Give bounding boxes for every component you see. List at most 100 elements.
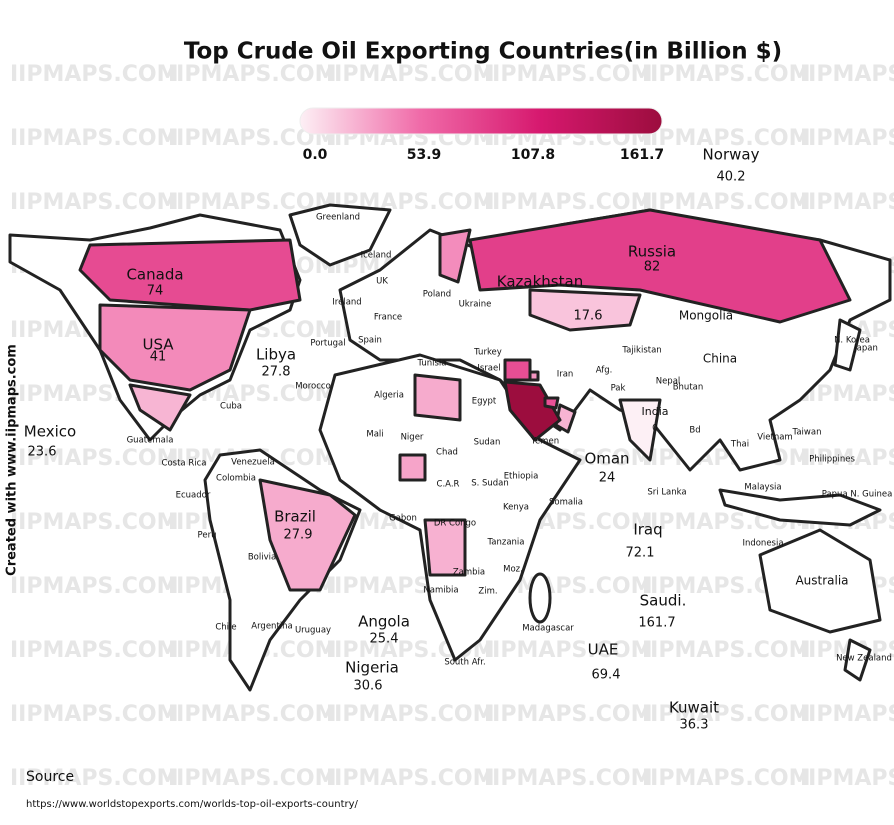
watermark: IIPMAPS.COM bbox=[326, 62, 494, 87]
japan bbox=[833, 318, 862, 372]
map-label: Morocco bbox=[295, 382, 331, 392]
map-label: Guatemala bbox=[127, 436, 174, 446]
map-label: Greenland bbox=[316, 213, 360, 223]
country-shape bbox=[503, 358, 532, 382]
new-zealand bbox=[843, 638, 872, 682]
map-label: Tanzania bbox=[486, 538, 524, 548]
country-value: 27.8 bbox=[262, 365, 291, 380]
map-label: Chad bbox=[436, 448, 458, 458]
country-value: 25.4 bbox=[370, 632, 399, 647]
country-name: UAE bbox=[588, 641, 619, 659]
watermark: IIPMAPS.COM bbox=[642, 126, 810, 151]
map-label: South Afr. bbox=[444, 658, 485, 668]
map-label: N. Korea bbox=[834, 336, 870, 346]
country-shape bbox=[398, 453, 427, 482]
country-shape bbox=[78, 238, 302, 312]
country-value: 23.6 bbox=[28, 445, 57, 460]
map-label: Philippines bbox=[809, 455, 855, 465]
watermark: IIPMAPS.COM bbox=[326, 766, 494, 791]
country-shape bbox=[618, 398, 662, 462]
watermark: IIPMAPS.COM bbox=[10, 638, 178, 663]
map-label: UK bbox=[376, 277, 388, 287]
credit: Created with www.iipmaps.com bbox=[5, 344, 20, 576]
country-name: Kazakhstan bbox=[497, 273, 583, 291]
map-label: Somalia bbox=[549, 498, 583, 508]
map-label: Kenya bbox=[503, 503, 529, 513]
greenland bbox=[288, 203, 392, 267]
country-shape bbox=[528, 288, 642, 332]
watermark: IIPMAPS.COM bbox=[10, 702, 178, 727]
country-value: 0 bbox=[652, 424, 658, 434]
country-shape bbox=[528, 370, 540, 382]
map-label: Tunisia bbox=[416, 359, 446, 369]
map-label: Israel bbox=[477, 364, 500, 374]
map-label: C.A.R bbox=[437, 480, 460, 490]
watermark: IIPMAPS.COM bbox=[642, 766, 810, 791]
country-shape bbox=[543, 396, 560, 410]
watermark: IIPMAPS.COM bbox=[800, 190, 894, 215]
source-url: https://www.worldstopexports.com/worlds-… bbox=[26, 799, 359, 810]
map-label: Thai bbox=[730, 440, 749, 450]
map-label: Ukraine bbox=[459, 300, 492, 310]
watermark: IIPMAPS.COM bbox=[642, 702, 810, 727]
country-value: 72.1 bbox=[626, 546, 655, 561]
country-name: Nigeria bbox=[345, 659, 399, 677]
country-name: Libya bbox=[256, 346, 296, 364]
country-shape bbox=[468, 208, 852, 324]
country-shape bbox=[98, 303, 252, 392]
country-value: 82 bbox=[644, 260, 661, 275]
map-label: Bd bbox=[689, 426, 700, 436]
indonesia bbox=[718, 488, 882, 527]
map-label: DR Congo bbox=[434, 519, 476, 529]
map-label: Ireland bbox=[332, 298, 361, 308]
map-label: Algeria bbox=[374, 391, 404, 401]
watermark: IIPMAPS.COM bbox=[800, 702, 894, 727]
map-label: Bolivia bbox=[248, 553, 276, 563]
map-label: Ethiopia bbox=[504, 472, 539, 482]
country-value: 161.7 bbox=[638, 616, 675, 631]
country-name: Russia bbox=[628, 243, 676, 261]
map-label: Pak bbox=[611, 384, 626, 394]
country-name: Canada bbox=[126, 266, 183, 284]
watermark: IIPMAPS.COM bbox=[800, 126, 894, 151]
map-label: Mongolia bbox=[679, 309, 733, 323]
legend-tick-label: 53.9 bbox=[407, 147, 442, 163]
madagascar bbox=[528, 572, 552, 624]
watermark: IIPMAPS.COM bbox=[484, 62, 652, 87]
country-name: Brazil bbox=[274, 508, 316, 526]
map-label: Gabon bbox=[389, 514, 417, 524]
watermark: IIPMAPS.COM bbox=[484, 638, 652, 663]
map-label: China bbox=[703, 352, 737, 366]
map-label: Iran bbox=[557, 370, 574, 380]
map-label: Portugal bbox=[310, 339, 345, 349]
map-label: Malaysia bbox=[744, 483, 781, 493]
map-label: Peru bbox=[198, 531, 217, 541]
watermark: IIPMAPS.COM bbox=[326, 702, 494, 727]
map-label: Indonesia bbox=[742, 539, 783, 549]
map-label: Japan bbox=[853, 344, 878, 354]
country-shape bbox=[128, 383, 192, 432]
map-label: Australia bbox=[795, 574, 848, 588]
country-value: 24 bbox=[599, 471, 616, 486]
watermark: IIPMAPS.COM bbox=[484, 190, 652, 215]
map-label: Egypt bbox=[472, 397, 497, 407]
map-label: Costa Rica bbox=[162, 459, 207, 469]
country-name: Kuwait bbox=[669, 699, 719, 717]
map-label: Chile bbox=[215, 623, 236, 633]
map-label: Sri Lanka bbox=[647, 488, 686, 498]
map-label: Iceland bbox=[361, 251, 392, 261]
map-label: Madagascar bbox=[522, 624, 574, 634]
watermark: IIPMAPS.COM bbox=[642, 62, 810, 87]
map-label: Argentina bbox=[251, 622, 292, 632]
map-label: Taiwan bbox=[792, 428, 822, 438]
map-label: Venezuela bbox=[231, 458, 275, 468]
country-shape bbox=[423, 518, 467, 577]
map-label: Mali bbox=[366, 430, 383, 440]
legend-tick-label: 107.8 bbox=[511, 147, 555, 163]
map-label: S. Sudan bbox=[471, 479, 509, 489]
map-label: Yemen bbox=[530, 437, 559, 447]
exporter-shapes bbox=[78, 208, 852, 592]
country-name: Saudi. bbox=[640, 592, 687, 610]
title: Top Crude Oil Exporting Countries(in Bil… bbox=[184, 39, 782, 65]
